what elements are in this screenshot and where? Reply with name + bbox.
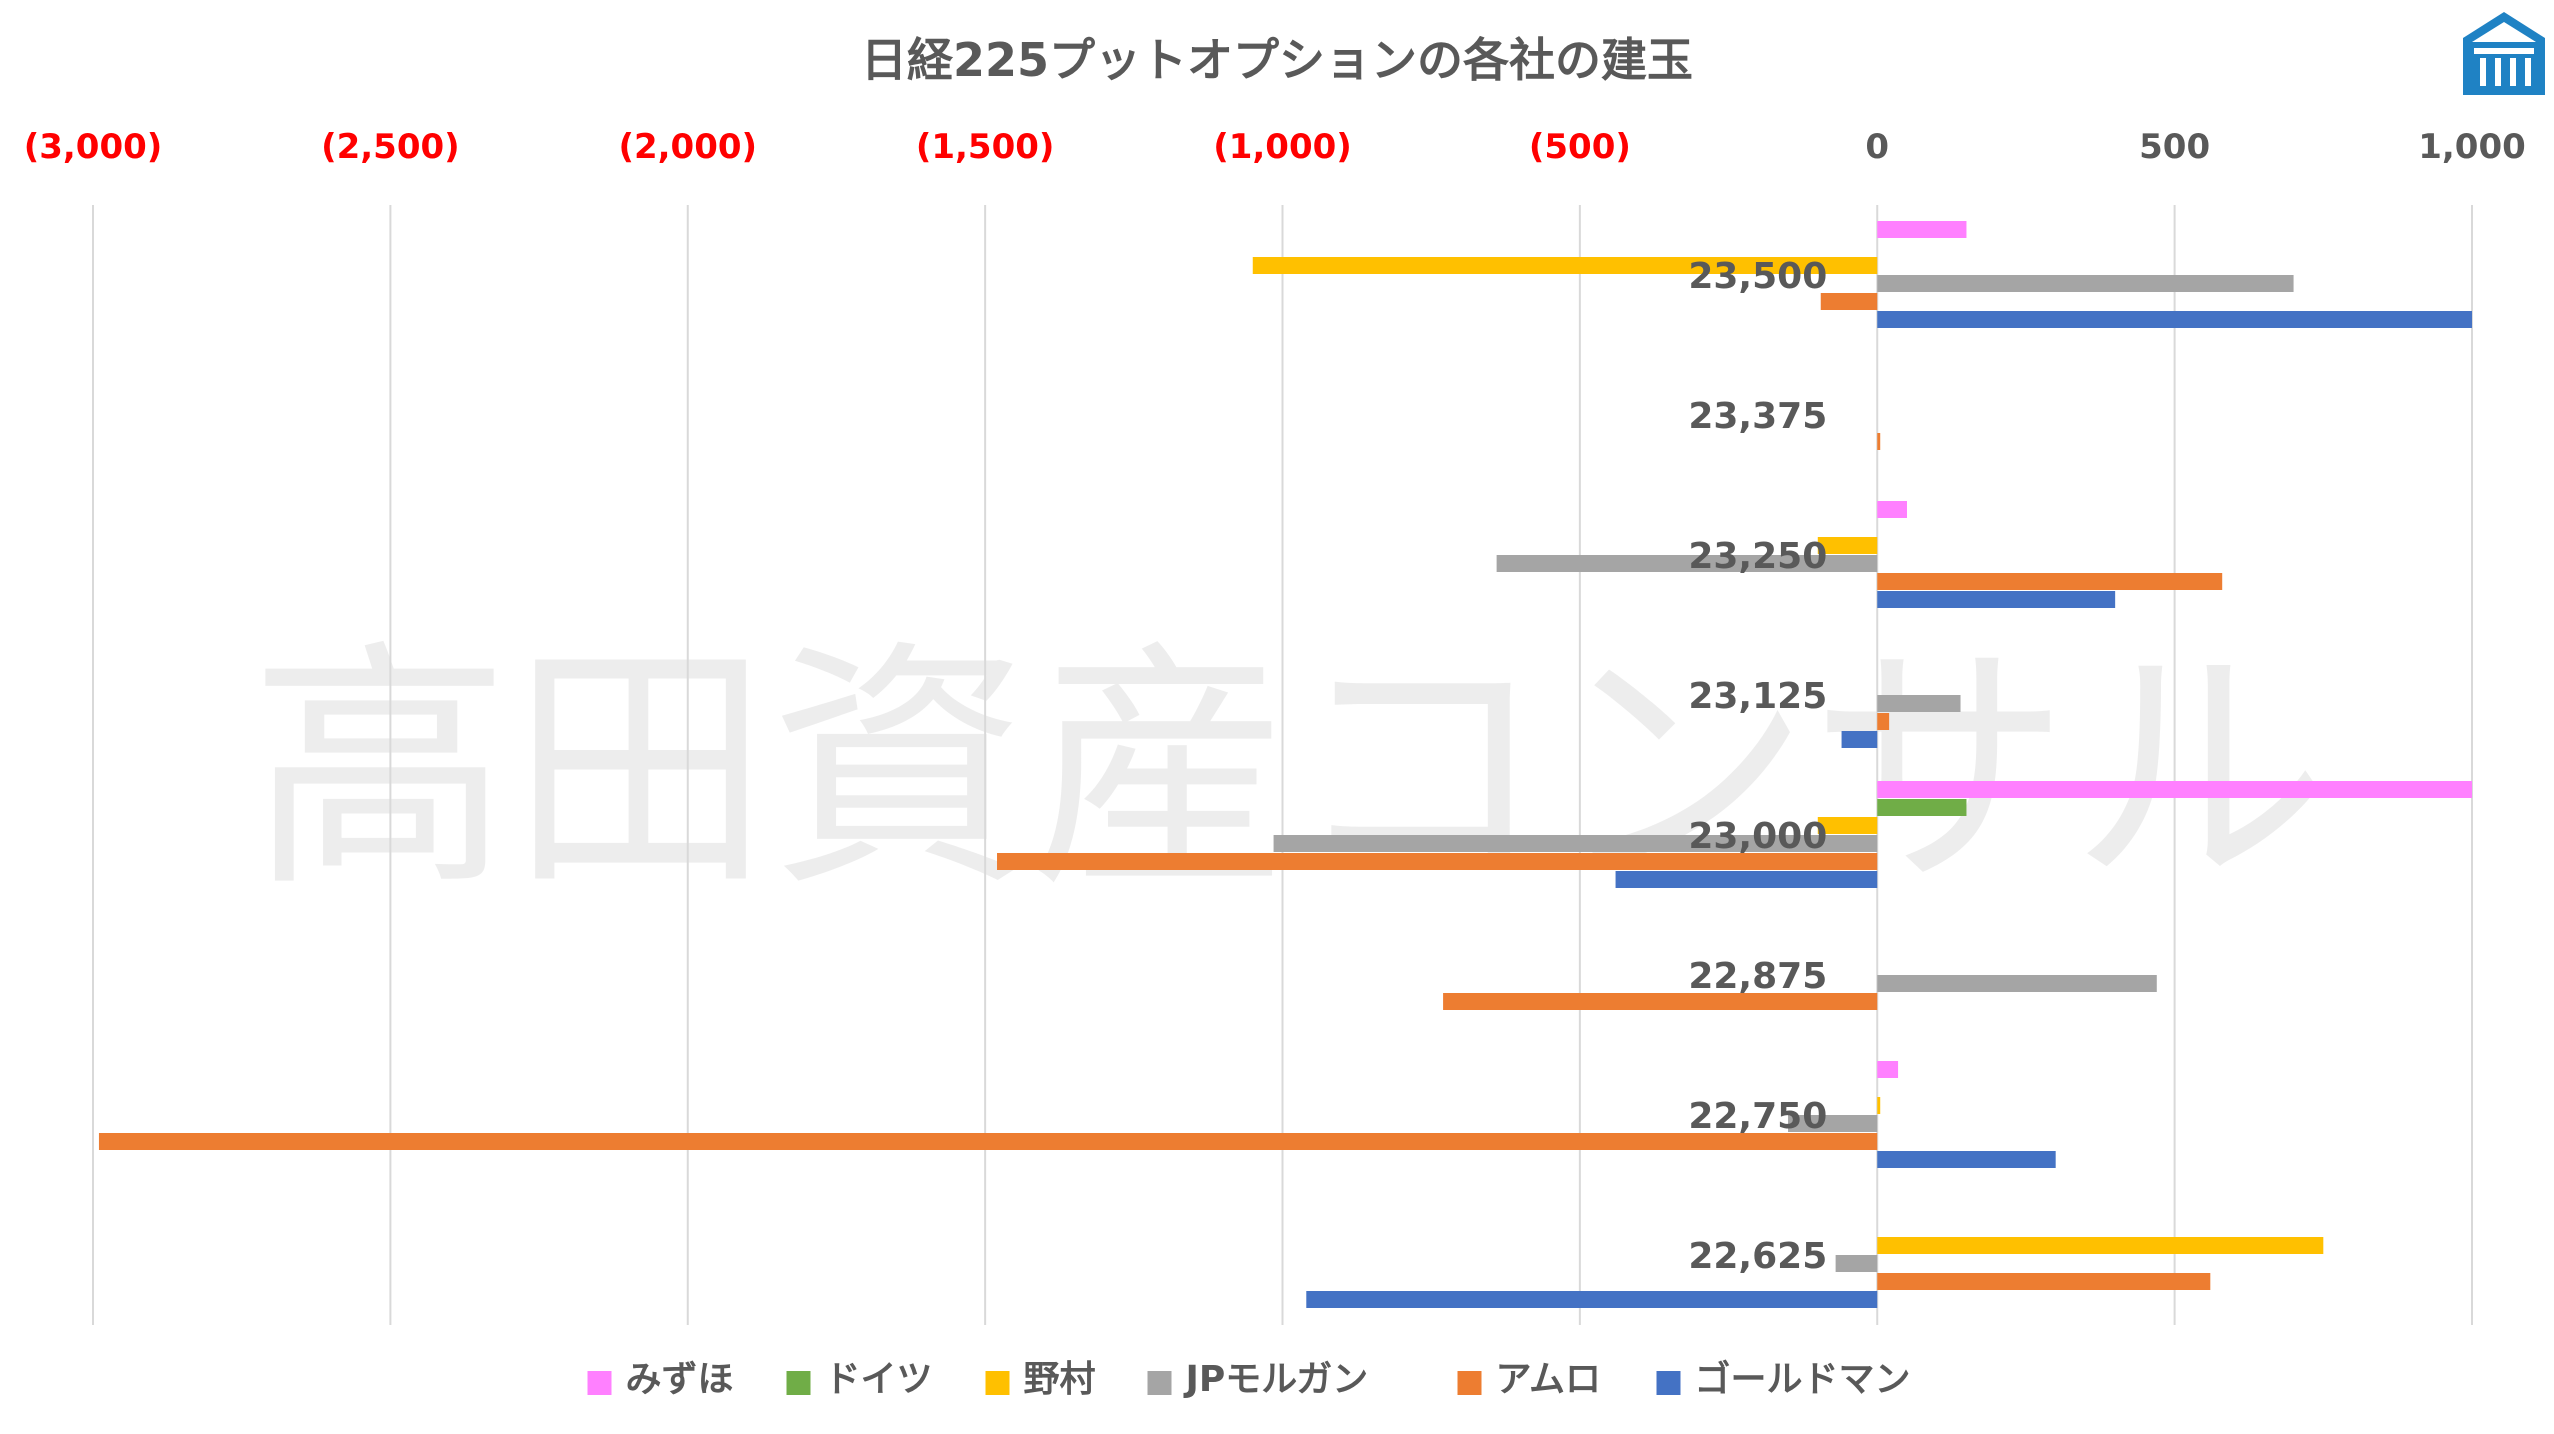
bar-4-5 [1273, 835, 1878, 852]
bar-6-4 [1841, 731, 1878, 748]
bar-4-3 [1496, 555, 1878, 572]
legend-label: アムロ [1496, 1359, 1601, 1400]
x-tick-label: (3,000) [24, 127, 163, 167]
bar-4-4 [1877, 695, 1961, 712]
bar-5-6 [1443, 993, 1878, 1010]
bar-1-5 [1877, 781, 2472, 798]
x-tick-label: (1,500) [916, 127, 1055, 167]
bar-6-1 [1877, 311, 2472, 328]
bar-5-5 [997, 853, 1878, 870]
category-label: 22,875 [1688, 956, 1827, 997]
x-tick-label: (1,000) [1213, 127, 1352, 167]
category-label: 22,750 [1688, 1096, 1827, 1137]
legend-swatch [1656, 1371, 1681, 1395]
category-label: 22,625 [1688, 1236, 1827, 1277]
category-labels: 23,500 23,375 23,250 23,125 23,000 22,875 22,7… [1688, 256, 1827, 1277]
category-label: 23,125 [1688, 676, 1827, 717]
x-tick-label: (2,000) [618, 127, 757, 167]
bar-1-3 [1877, 501, 1907, 518]
bar-2-5 [1877, 799, 1967, 816]
grid-lines [92, 205, 2473, 1325]
legend-swatch [786, 1371, 811, 1395]
category-label: 23,500 [1688, 256, 1827, 297]
legend-label: ゴールドマン [1695, 1358, 1911, 1400]
bar-4-7 [1788, 1115, 1878, 1132]
bar-5-8 [1877, 1273, 2211, 1290]
category-label: 23,375 [1688, 396, 1827, 437]
bar-3-7 [1877, 1097, 1881, 1114]
x-axis-ticks: (3,000) (2,500) (2,000) (1,500) (1,000) (500)… [24, 127, 2526, 167]
legend-label: みずほ [626, 1359, 734, 1400]
legend-label: 野村 [1024, 1359, 1096, 1400]
bar-3-5 [1817, 817, 1878, 834]
bar-5-4 [1877, 713, 1890, 730]
watermark-text: 高田資産コンサル [250, 620, 2330, 922]
bar-3-8 [1877, 1237, 2324, 1254]
bar-6-3 [1877, 591, 2116, 608]
bar-5-2 [1877, 433, 1881, 450]
bar-series [98, 221, 2472, 1308]
x-tick-label: 500 [2139, 127, 2210, 167]
legend-swatch [985, 1371, 1010, 1395]
legend-label: JPモルガン [1183, 1359, 1369, 1400]
category-label: 23,000 [1688, 816, 1827, 857]
bar-3-1 [1252, 257, 1878, 274]
bar-4-1 [1877, 275, 2294, 292]
bar-1-7 [1877, 1061, 1899, 1078]
legend-swatch [587, 1371, 612, 1395]
bar-4-6 [1877, 975, 2157, 992]
x-tick-label: 0 [1865, 127, 1889, 167]
bar-1-1 [1877, 221, 1967, 238]
bar-5-3 [1877, 573, 2223, 590]
x-tick-label: (2,500) [321, 127, 460, 167]
bar-6-5 [1615, 871, 1878, 888]
bar-5-7 [98, 1133, 1878, 1150]
x-tick-label: (500) [1529, 127, 1631, 167]
chart-title: 日経225プットオプションの各社の建玉 [861, 33, 1693, 87]
bar-3-3 [1817, 537, 1878, 554]
bar-4-8 [1835, 1255, 1878, 1272]
legend-swatch [1147, 1371, 1172, 1395]
bar-6-8 [1306, 1291, 1878, 1308]
legend-swatch [1457, 1371, 1482, 1395]
bar-5-1 [1820, 293, 1878, 310]
bar-6-7 [1877, 1151, 2056, 1168]
legend-label: ドイツ [825, 1359, 933, 1400]
house-logo-icon [2463, 12, 2545, 95]
x-tick-label: 1,000 [2418, 127, 2526, 167]
legend: みずほ ドイツ 野村 JPモルガン アムロ ゴールドマン [587, 1358, 1911, 1400]
category-label: 23,250 [1688, 536, 1827, 577]
